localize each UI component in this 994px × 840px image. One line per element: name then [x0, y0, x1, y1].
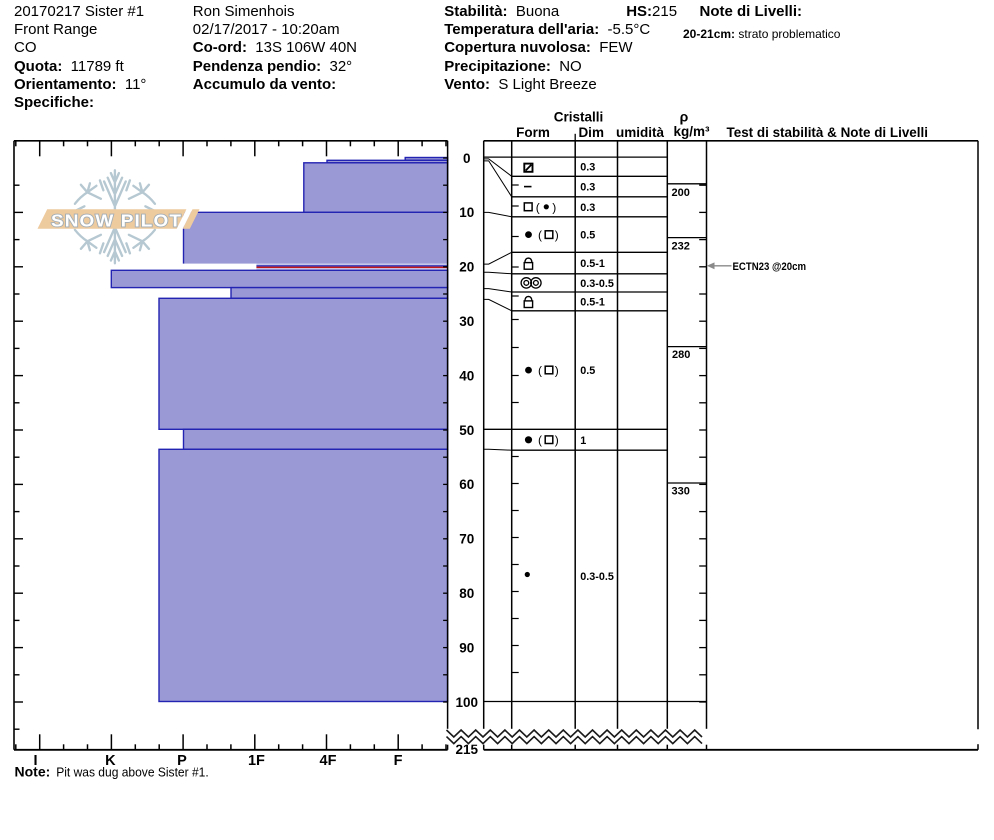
- svg-text:50: 50: [459, 423, 474, 438]
- svg-text:60: 60: [459, 477, 474, 492]
- svg-text:P: P: [177, 753, 187, 769]
- svg-text:200: 200: [672, 187, 690, 199]
- svg-text:0.3-0.5: 0.3-0.5: [580, 571, 614, 583]
- svg-text:232: 232: [672, 241, 690, 253]
- svg-text:4F: 4F: [320, 753, 337, 769]
- svg-text:90: 90: [459, 640, 474, 655]
- svg-text:0.5-1: 0.5-1: [580, 258, 605, 270]
- svg-text:20: 20: [459, 260, 474, 275]
- svg-text:(: (: [538, 364, 542, 378]
- svg-text:(: (: [538, 433, 542, 447]
- svg-text:Pit was dug above Sister #1.: Pit was dug above Sister #1.: [56, 766, 209, 780]
- svg-text:Cristalli: Cristalli: [554, 109, 604, 124]
- svg-text:ρ: ρ: [680, 108, 689, 124]
- svg-text:40: 40: [459, 368, 474, 383]
- svg-text:330: 330: [672, 486, 690, 498]
- svg-text:SNOW PILOT: SNOW PILOT: [51, 210, 182, 230]
- svg-text:(: (: [536, 200, 540, 214]
- svg-text:kg/m³: kg/m³: [673, 124, 710, 139]
- svg-text:215: 215: [456, 742, 479, 757]
- svg-text:100: 100: [456, 695, 479, 710]
- svg-text:Test di stabilità & Note di Li: Test di stabilità & Note di Livelli: [727, 124, 929, 140]
- svg-text:0.3-0.5: 0.3-0.5: [580, 278, 614, 290]
- svg-text:0.5-1: 0.5-1: [580, 296, 605, 308]
- svg-text:0: 0: [463, 151, 471, 166]
- svg-text:30: 30: [459, 314, 474, 329]
- svg-text:280: 280: [672, 349, 690, 361]
- svg-text:): ): [555, 433, 559, 447]
- svg-text:ECTN23 @20cm: ECTN23 @20cm: [733, 261, 807, 273]
- svg-text:F: F: [394, 753, 403, 769]
- svg-text:1: 1: [580, 435, 586, 447]
- svg-text:K: K: [105, 753, 116, 769]
- svg-text:Form: Form: [516, 125, 550, 140]
- svg-text:0.3: 0.3: [580, 182, 595, 194]
- svg-text:umidità: umidità: [616, 125, 664, 140]
- svg-text:0.5: 0.5: [580, 365, 595, 377]
- svg-text:0.5: 0.5: [580, 230, 595, 242]
- svg-text:): ): [555, 364, 559, 378]
- svg-text:I: I: [33, 753, 37, 769]
- svg-text:10: 10: [459, 205, 474, 220]
- svg-text:80: 80: [459, 586, 474, 601]
- svg-text:0.3: 0.3: [580, 162, 595, 174]
- svg-text:): ): [555, 228, 559, 242]
- svg-text:0.3: 0.3: [580, 202, 595, 214]
- svg-text:Dim: Dim: [578, 125, 604, 140]
- svg-text:): ): [552, 200, 556, 214]
- svg-text:Note:: Note:: [15, 764, 51, 780]
- svg-text:1F: 1F: [248, 753, 265, 769]
- svg-text:(: (: [538, 228, 542, 242]
- svg-text:70: 70: [459, 532, 474, 547]
